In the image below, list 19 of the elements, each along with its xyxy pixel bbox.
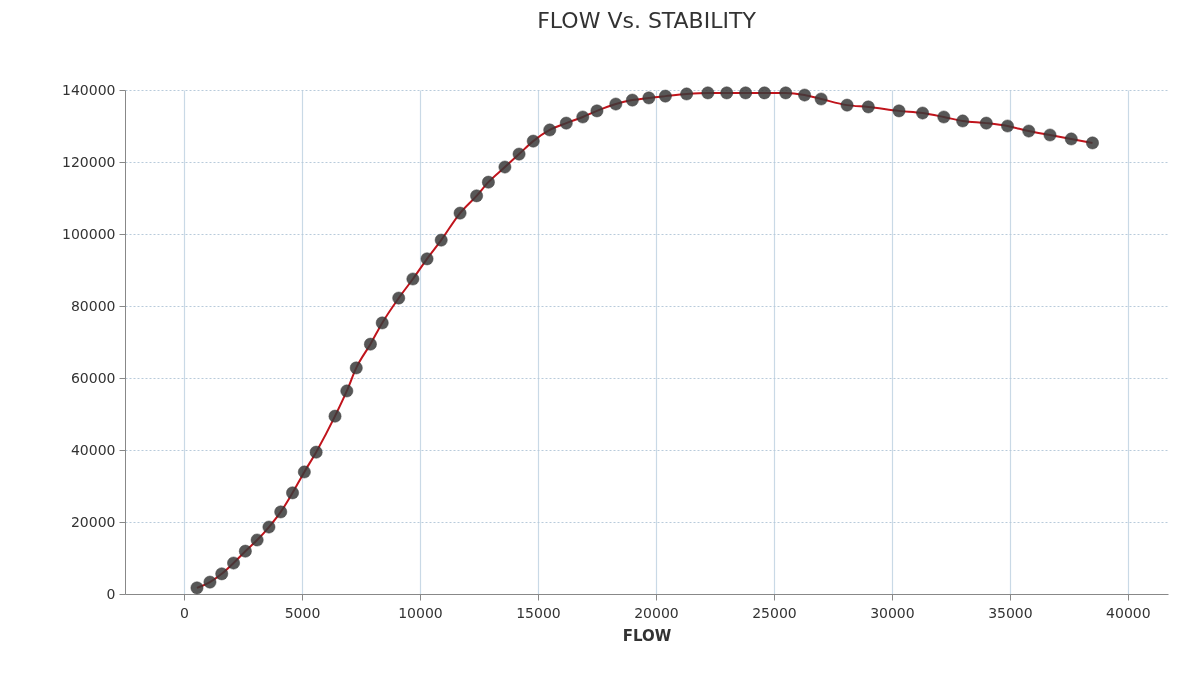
y-tick-label: 40000 — [70, 441, 116, 458]
x-tick-label: 40000 — [1106, 604, 1151, 621]
y-tick-label: 80000 — [70, 297, 116, 314]
y-tick-label: 60000 — [70, 369, 116, 386]
y-tick-label: 20000 — [70, 513, 116, 530]
y-tick-label: 140000 — [62, 81, 116, 98]
x-axis-title: FLOW — [622, 626, 672, 645]
chart-title: FLOW Vs. STABILITY — [537, 8, 757, 33]
x-tick-label: 35000 — [988, 604, 1033, 621]
x-tick-label: 0 — [180, 604, 189, 621]
x-tick-label: 15000 — [516, 604, 561, 621]
y-tick-label: 100000 — [62, 225, 116, 242]
x-tick-label: 10000 — [398, 604, 443, 621]
y-tick-label: 120000 — [62, 153, 116, 170]
x-tick-label: 30000 — [870, 604, 915, 621]
x-tick-label: 5000 — [284, 604, 321, 621]
x-tick-label: 20000 — [634, 604, 679, 621]
y-tick-label: 0 — [106, 585, 116, 602]
x-tick-label: 25000 — [752, 604, 797, 621]
